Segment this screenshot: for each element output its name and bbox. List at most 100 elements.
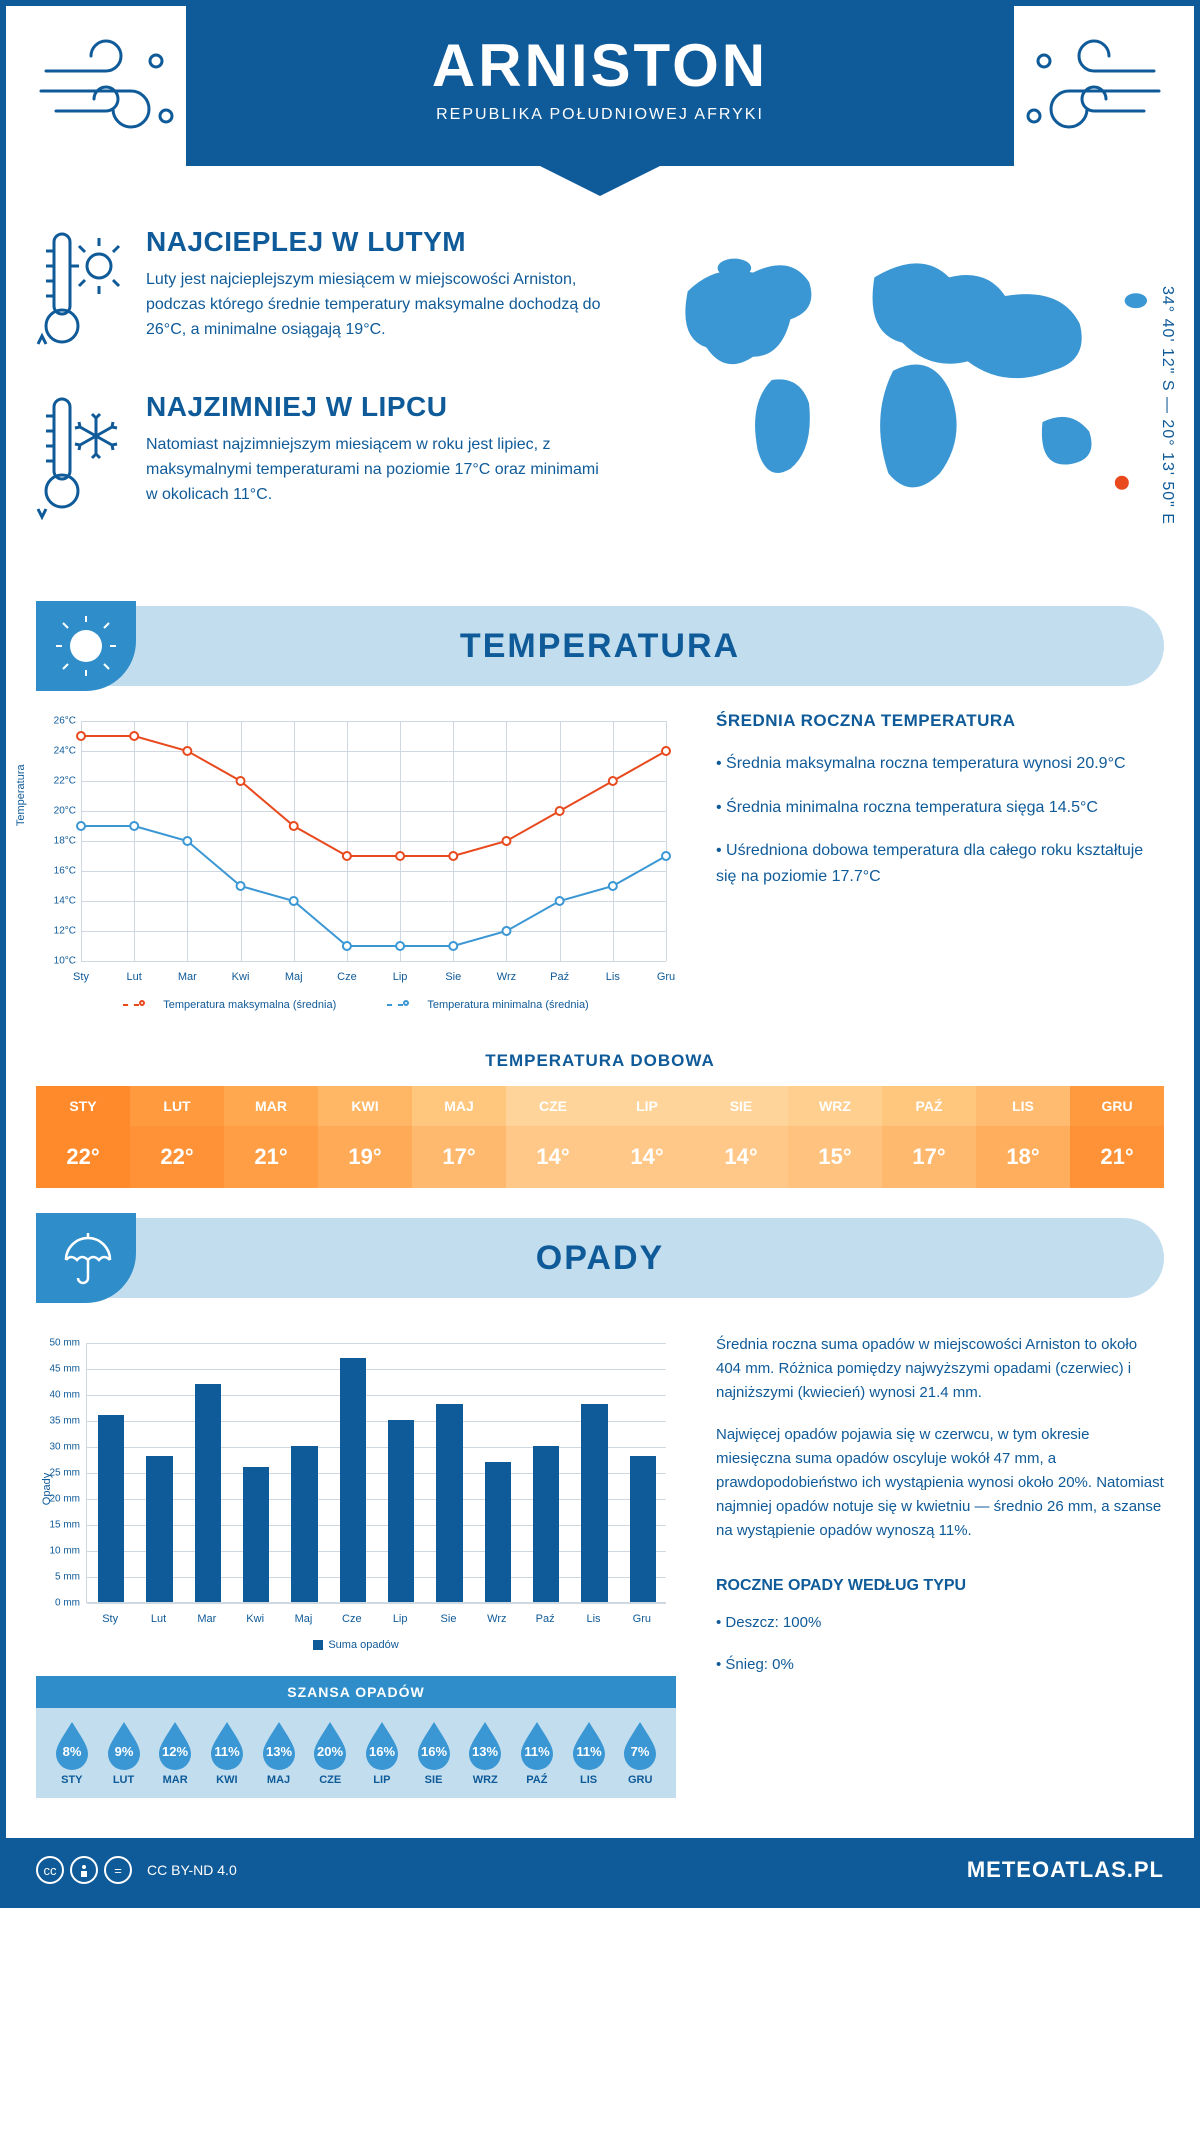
daily-value: 22° xyxy=(36,1126,130,1188)
chance-column: 8% STY xyxy=(46,1720,98,1786)
chart-y-label: Temperatura xyxy=(15,764,27,826)
svg-text:8%: 8% xyxy=(62,1744,81,1759)
y-tick: 45 mm xyxy=(48,1364,80,1375)
x-tick: Lut xyxy=(151,1613,166,1625)
svg-text:9%: 9% xyxy=(114,1744,133,1759)
y-tick: 25 mm xyxy=(48,1468,80,1479)
x-tick: Lip xyxy=(393,1613,408,1625)
precipitation-chance-table: SZANSA OPADÓW 8%STY9%LUT12%MAR11%KWI13%M… xyxy=(36,1676,676,1798)
daily-value: 15° xyxy=(788,1126,882,1188)
thermometer-snow-icon xyxy=(36,391,126,526)
wind-icon xyxy=(36,31,186,146)
daily-value: 22° xyxy=(130,1126,224,1188)
page: ARNISTON REPUBLIKA POŁUDNIOWEJ AFRYKI 34… xyxy=(0,0,1200,1908)
daily-column: GRU21° xyxy=(1070,1086,1164,1188)
bar xyxy=(485,1462,512,1602)
y-tick: 40 mm xyxy=(48,1390,80,1401)
month-label: STY xyxy=(46,1774,98,1786)
month-label: MAJ xyxy=(412,1086,506,1126)
daily-temperature-table: STY22°LUT22°MAR21°KWI19°MAJ17°CZE14°LIP1… xyxy=(36,1086,1164,1188)
wind-icon xyxy=(1014,31,1164,146)
month-label: SIE xyxy=(694,1086,788,1126)
bar xyxy=(195,1384,222,1602)
chance-title: SZANSA OPADÓW xyxy=(36,1676,676,1708)
x-tick: Wrz xyxy=(497,971,516,983)
y-tick: 5 mm xyxy=(48,1572,80,1583)
svg-text:16%: 16% xyxy=(421,1744,447,1759)
chance-column: 20% CZE xyxy=(304,1720,356,1786)
bar xyxy=(581,1404,608,1602)
y-tick: 12°C xyxy=(44,926,76,937)
y-tick: 22°C xyxy=(44,776,76,787)
section-header-precipitation: OPADY xyxy=(36,1218,1164,1298)
precip-type-title: ROCZNE OPADY WEDŁUG TYPU xyxy=(716,1573,1164,1599)
daily-value: 18° xyxy=(976,1126,1070,1188)
chance-column: 7%GRU xyxy=(614,1720,666,1786)
y-tick: 20 mm xyxy=(48,1494,80,1505)
x-tick: Lip xyxy=(393,971,408,983)
bar xyxy=(291,1446,318,1602)
daily-value: 14° xyxy=(600,1126,694,1188)
x-tick: Sie xyxy=(441,1613,457,1625)
month-label: CZE xyxy=(506,1086,600,1126)
raindrop-icon: 11% xyxy=(517,1720,557,1768)
month-label: KWI xyxy=(318,1086,412,1126)
x-tick: Kwi xyxy=(232,971,250,983)
thermometer-sun-icon xyxy=(36,226,126,361)
month-label: CZE xyxy=(304,1774,356,1786)
bar xyxy=(630,1456,657,1602)
sun-icon xyxy=(36,601,136,691)
svg-text:20%: 20% xyxy=(317,1744,343,1759)
x-tick: Mar xyxy=(197,1613,216,1625)
daily-temperature-title: TEMPERATURA DOBOWA xyxy=(6,1051,1194,1071)
section-title: TEMPERATURA xyxy=(36,627,1164,666)
y-tick: 10 mm xyxy=(48,1546,80,1557)
precipitation-left-column: Opady 0 mm5 mm10 mm15 mm20 mm25 mm30 mm3… xyxy=(36,1333,676,1798)
daily-value: 21° xyxy=(224,1126,318,1188)
month-label: LIP xyxy=(356,1774,408,1786)
month-label: LIS xyxy=(563,1774,615,1786)
world-map xyxy=(641,226,1164,556)
x-tick: Lis xyxy=(586,1613,600,1625)
y-tick: 26°C xyxy=(44,716,76,727)
x-tick: Paź xyxy=(536,1613,555,1625)
x-tick: Cze xyxy=(342,1613,362,1625)
y-tick: 20°C xyxy=(44,806,76,817)
x-tick: Lis xyxy=(606,971,620,983)
daily-column: SIE14° xyxy=(694,1086,788,1188)
svg-text:11%: 11% xyxy=(214,1744,240,1759)
chance-column: 16%SIE xyxy=(408,1720,460,1786)
chance-column: 13%WRZ xyxy=(459,1720,511,1786)
location-marker-icon xyxy=(1114,474,1131,491)
daily-column: MAR21° xyxy=(224,1086,318,1188)
daily-column: CZE14° xyxy=(506,1086,600,1188)
y-tick: 50 mm xyxy=(48,1338,80,1349)
x-tick: Gru xyxy=(657,971,675,983)
month-label: GRU xyxy=(614,1774,666,1786)
legend-min-label: Temperatura minimalna (średnia) xyxy=(427,999,588,1011)
stat-item: • Średnia minimalna roczna temperatura s… xyxy=(716,795,1164,821)
bar xyxy=(243,1467,270,1602)
bar xyxy=(146,1456,173,1602)
x-tick: Cze xyxy=(337,971,357,983)
raindrop-icon: 9% xyxy=(104,1720,144,1768)
precipitation-row: Opady 0 mm5 mm10 mm15 mm20 mm25 mm30 mm3… xyxy=(6,1323,1194,1808)
raindrop-icon: 16% xyxy=(362,1720,402,1768)
chance-column: 9%LUT xyxy=(98,1720,150,1786)
precip-type-item: • Śnieg: 0% xyxy=(716,1653,1164,1677)
daily-column: LIS18° xyxy=(976,1086,1070,1188)
x-tick: Kwi xyxy=(246,1613,264,1625)
temperature-chart: Temperatura 10°C12°C14°C16°C18°C20°C22°C… xyxy=(36,711,676,1011)
raindrop-icon: 11% xyxy=(207,1720,247,1768)
svg-text:16%: 16% xyxy=(369,1744,395,1759)
month-label: LIS xyxy=(976,1086,1070,1126)
daily-column: STY22° xyxy=(36,1086,130,1188)
x-tick: Wrz xyxy=(487,1613,506,1625)
cc-by-icon xyxy=(70,1856,98,1884)
daily-value: 19° xyxy=(318,1126,412,1188)
svg-text:12%: 12% xyxy=(162,1744,188,1759)
raindrop-icon: 13% xyxy=(465,1720,505,1768)
stats-title: ŚREDNIA ROCZNA TEMPERATURA xyxy=(716,711,1164,731)
month-label: STY xyxy=(36,1086,130,1126)
x-tick: Maj xyxy=(295,1613,313,1625)
